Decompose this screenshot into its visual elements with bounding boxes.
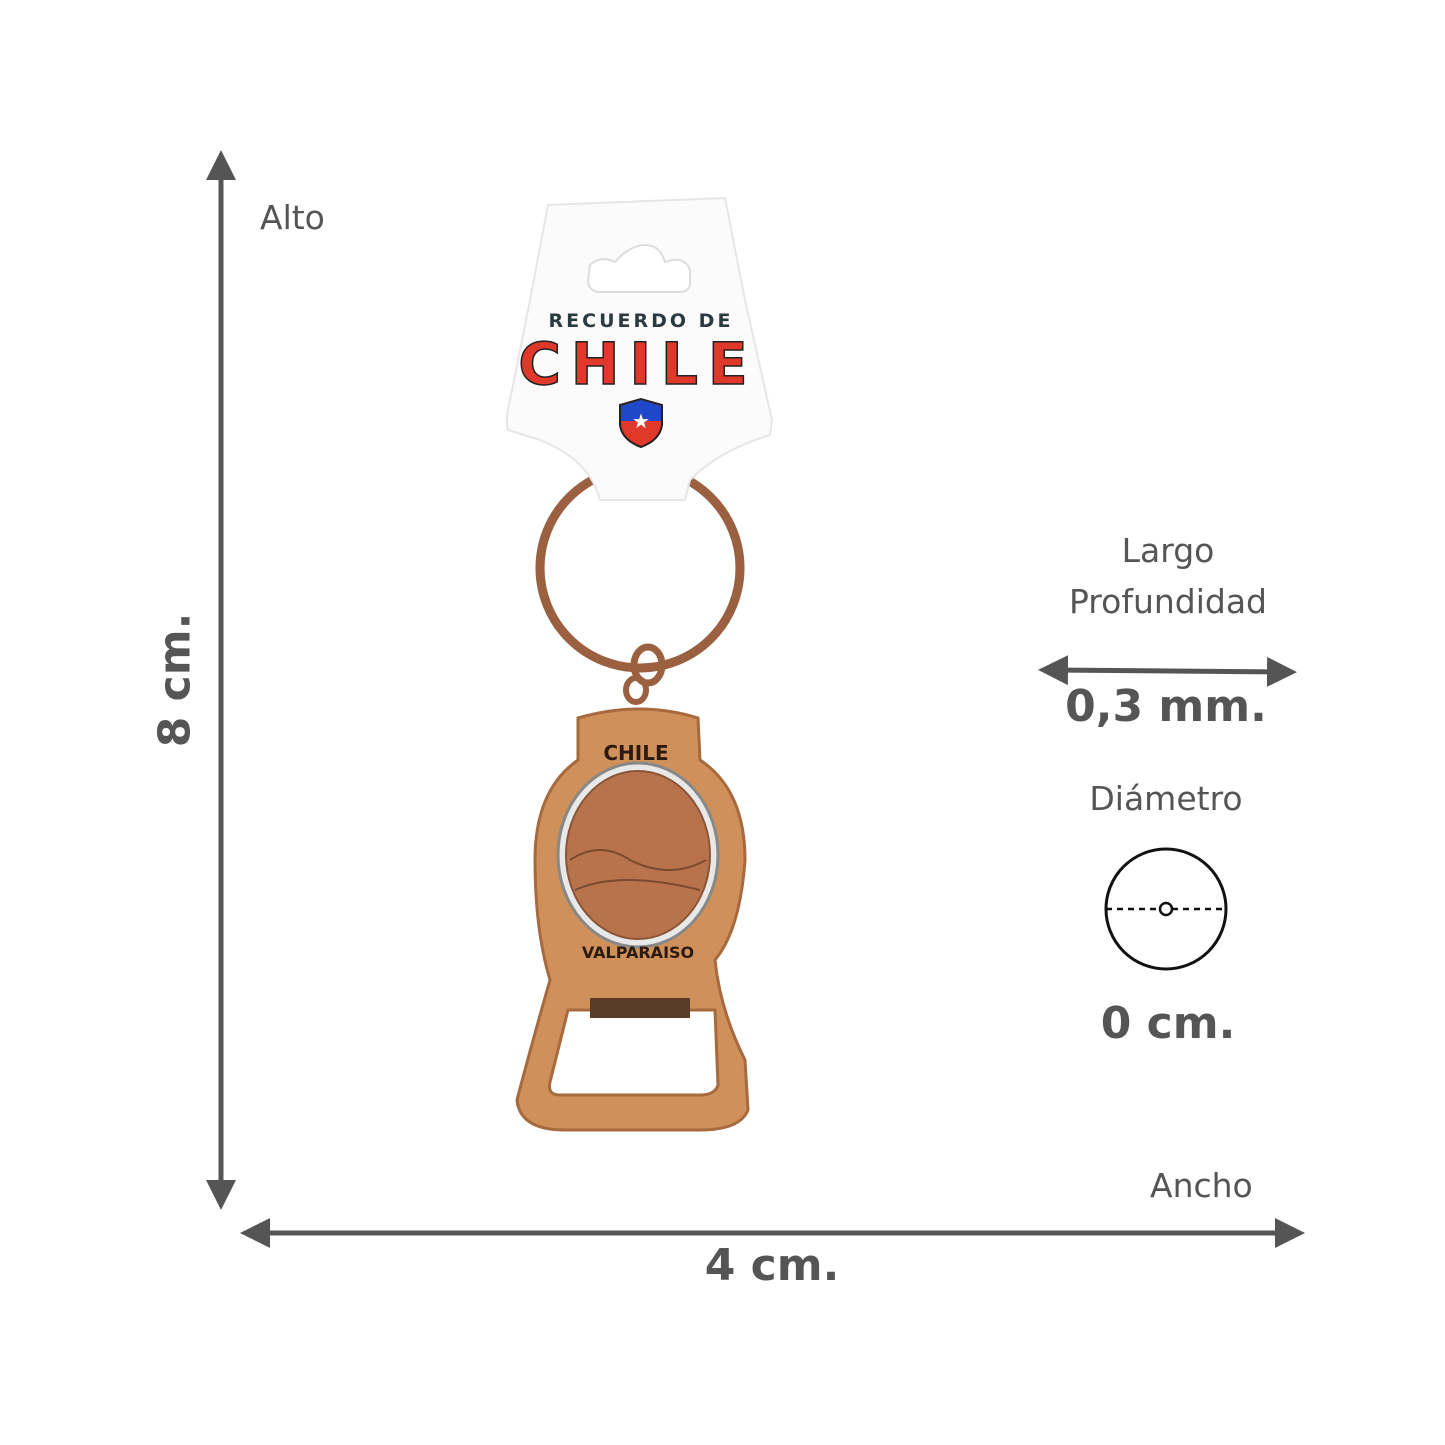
- diameter-label: Diámetro: [1089, 779, 1243, 818]
- bottle-opener: CHILE VALPARAISO: [515, 707, 750, 1132]
- depth-label-profundidad: Profundidad: [1068, 582, 1268, 621]
- height-value: 8 cm.: [149, 612, 201, 748]
- medal-top-text: CHILE: [603, 741, 668, 765]
- depth-value: 0,3 mm.: [1065, 681, 1267, 732]
- chile-shield-icon: ★: [619, 397, 663, 449]
- tag-line-text: RECUERDO DE: [549, 310, 734, 332]
- diameter-icon: [1104, 847, 1228, 971]
- diameter-value: 0 cm.: [1100, 998, 1236, 1049]
- height-label: Alto: [260, 198, 325, 237]
- width-label: Ancho: [1150, 1166, 1253, 1205]
- svg-text:★: ★: [632, 409, 650, 433]
- souvenir-tag: RECUERDO DE CHILE ★: [505, 196, 774, 501]
- width-value: 4 cm.: [704, 1240, 840, 1291]
- depth-arrow: [1038, 655, 1297, 687]
- medal-bottom-text: VALPARAISO: [582, 943, 694, 962]
- tag-brand-text: CHILE: [518, 330, 757, 398]
- depth-label-largo: Largo: [1121, 531, 1215, 570]
